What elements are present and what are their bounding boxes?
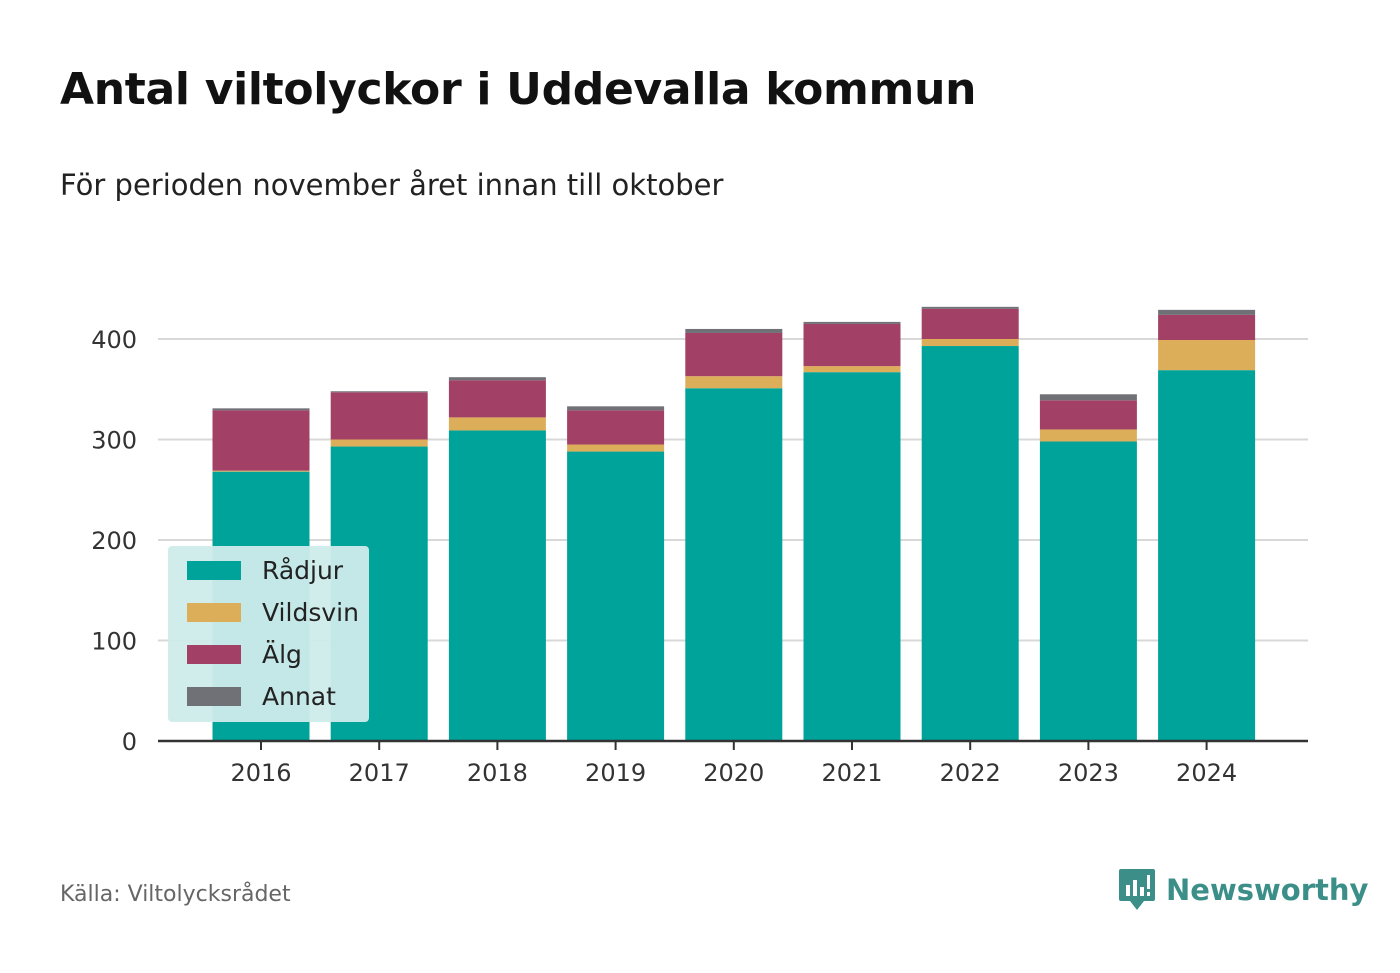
legend-swatch <box>187 561 241 580</box>
bar-segment <box>1158 309 1256 315</box>
bar-segment <box>1158 370 1256 741</box>
brand-name: Newsworthy <box>1166 873 1369 907</box>
bar-segment <box>685 328 783 333</box>
legend-swatch <box>187 645 241 664</box>
chart-title: Antal viltolyckor i Uddevalla kommun <box>60 64 977 115</box>
bar-segment <box>685 376 783 389</box>
x-tick-label: 2016 <box>230 759 291 787</box>
bar-segment <box>803 323 901 367</box>
bar-segment <box>330 392 428 440</box>
bar-segment <box>330 391 428 393</box>
bar-segment <box>448 377 546 381</box>
bar-segment <box>921 308 1019 339</box>
bar-segment <box>212 410 310 471</box>
legend: Rådjur Vildsvin Älg Annat <box>168 546 369 722</box>
bar-segment <box>1039 429 1137 442</box>
x-tick-label: 2019 <box>585 759 646 787</box>
bar-segment <box>685 388 783 741</box>
y-tick-label: 200 <box>91 527 137 555</box>
bar-segment <box>448 417 546 431</box>
x-tick-label: 2023 <box>1058 759 1119 787</box>
bar-segment <box>685 332 783 377</box>
brand: Newsworthy <box>1118 867 1368 913</box>
legend-swatch <box>187 603 241 622</box>
legend-label: Älg <box>262 640 302 669</box>
x-tick-label: 2022 <box>940 759 1001 787</box>
bar-segment <box>803 321 901 324</box>
bar-segment <box>921 346 1019 741</box>
bar-segment <box>330 439 428 447</box>
bar-segment <box>567 406 665 411</box>
y-tick-label: 100 <box>91 628 137 656</box>
bar-segment <box>803 372 901 741</box>
bar-segment <box>1158 340 1256 371</box>
legend-box <box>168 546 369 722</box>
bar-segment <box>921 306 1019 309</box>
bar-segment <box>448 430 546 741</box>
bar-segment <box>567 410 665 445</box>
bar-segment <box>1039 394 1137 401</box>
y-tick-label: 0 <box>122 728 137 756</box>
legend-label: Vildsvin <box>262 598 359 627</box>
y-tick-label: 400 <box>91 326 137 354</box>
bar-segment <box>567 444 665 452</box>
bar-segment <box>803 366 901 373</box>
x-tick-label: 2017 <box>349 759 410 787</box>
x-tick-label: 2024 <box>1176 759 1237 787</box>
source-note: Källa: Viltolycksrådet <box>60 882 291 907</box>
bar-segment <box>212 408 310 411</box>
bar-segment <box>567 451 665 741</box>
bar-segment <box>448 380 546 418</box>
bar-segment <box>1158 314 1256 341</box>
bar-segment <box>212 470 310 472</box>
bar-chart-speech-bubble-icon <box>1119 869 1155 910</box>
x-tick-label: 2020 <box>703 759 764 787</box>
y-tick-label: 300 <box>91 427 137 455</box>
bar-segment <box>921 339 1019 347</box>
chart-subtitle: För perioden november året innan till ok… <box>60 168 724 202</box>
x-tick-label: 2021 <box>821 759 882 787</box>
bar-segment <box>1039 441 1137 741</box>
bar-segment <box>1039 400 1137 430</box>
legend-swatch <box>187 687 241 706</box>
x-tick-label: 2018 <box>467 759 528 787</box>
legend-label: Rådjur <box>262 556 344 585</box>
legend-label: Annat <box>262 682 336 711</box>
